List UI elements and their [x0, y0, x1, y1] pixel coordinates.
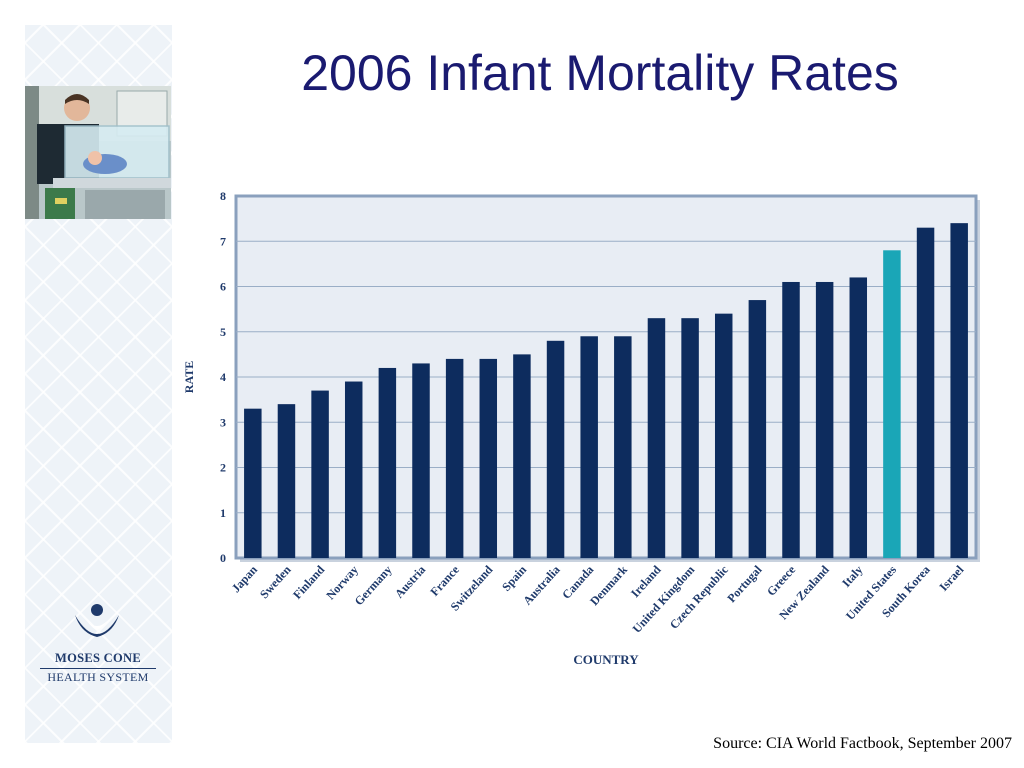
y-tick-label: 1 [220, 506, 226, 520]
y-tick-label: 5 [220, 325, 226, 339]
x-tick-label: Austria [392, 563, 428, 601]
bar [647, 318, 666, 558]
y-axis-title: RATE [182, 361, 196, 393]
x-tick-label: Australia [520, 563, 563, 608]
logo-line-1: MOSES CONE [54, 651, 141, 665]
bar [277, 404, 296, 558]
logo-mark-icon [75, 604, 119, 637]
y-tick-label: 7 [220, 234, 226, 248]
y-tick-label: 3 [220, 415, 226, 429]
bar [513, 354, 531, 558]
x-tick-label: Japan [229, 562, 261, 595]
y-tick-label: 2 [220, 461, 226, 475]
bar [714, 313, 733, 558]
bar [849, 277, 868, 558]
bar [445, 358, 464, 558]
logo-line-2: HEALTH SYSTEM [47, 670, 149, 684]
x-tick-label: Denmark [587, 562, 630, 608]
bar [546, 340, 565, 558]
bar [916, 227, 935, 559]
bar [815, 281, 834, 558]
bar [950, 223, 968, 558]
bar [748, 300, 767, 558]
x-tick-label: Portugal [724, 562, 765, 605]
bar [580, 336, 598, 558]
bar [479, 358, 498, 558]
bar [412, 363, 430, 558]
bar [782, 281, 800, 558]
bar [614, 336, 632, 558]
logo-divider [40, 668, 156, 669]
y-tick-label: 6 [220, 280, 226, 294]
x-axis-title: COUNTRY [573, 652, 639, 667]
infant-mortality-bar-chart: 012345678JapanSwedenFinlandNorwayGermany… [182, 189, 980, 667]
x-tick-label: Czech Republic [667, 562, 732, 632]
nicu-photo [25, 86, 171, 219]
y-tick-label: 4 [220, 370, 226, 384]
x-tick-label: Finland [290, 562, 327, 601]
x-tick-label: Italy [839, 563, 865, 590]
y-tick-label: 0 [220, 551, 226, 565]
source-note: Source: CIA World Factbook, September 20… [713, 735, 1012, 752]
bar [244, 408, 262, 558]
bar [344, 381, 363, 558]
x-tick-label: Spain [499, 562, 529, 593]
slide-title: 2006 Infant Mortality Rates [301, 45, 899, 101]
x-tick-label: Israel [936, 562, 966, 594]
bar [311, 390, 329, 558]
y-tick-label: 8 [220, 189, 226, 203]
moses-cone-logo: MOSES CONE HEALTH SYSTEM [38, 603, 158, 684]
bar [681, 318, 699, 558]
bar [883, 250, 901, 559]
bar [378, 367, 397, 558]
x-tick-label: Sweden [257, 562, 294, 601]
